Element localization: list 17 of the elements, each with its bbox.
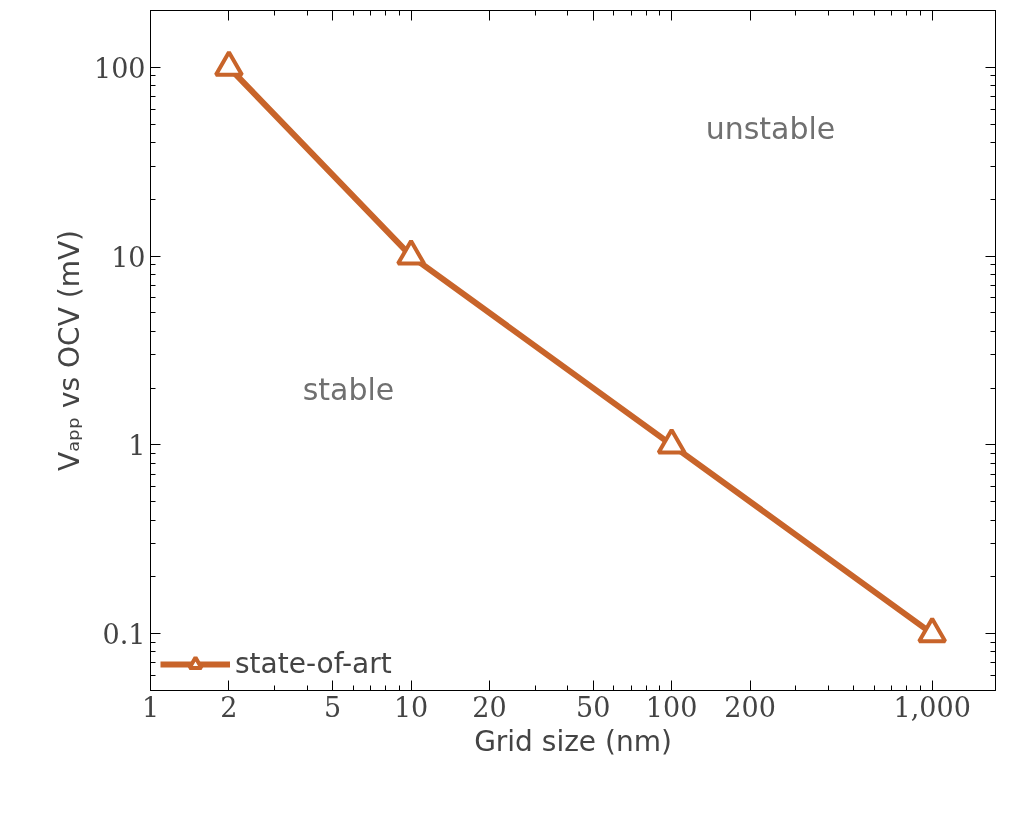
x-tick-label: 20 [472,691,507,723]
legend-label: state-of-art [235,647,392,680]
y-tick-label: 100 [93,52,146,84]
y-tick-label: 0.1 [102,619,146,651]
y-tick-label: 1 [128,430,146,462]
annotation: unstable [705,111,836,146]
x-tick-label: 1,000 [893,691,971,723]
x-tick-label: 5 [324,691,342,723]
x-axis-title: Grid size (nm) [474,724,672,758]
x-tick-label: 100 [645,691,698,723]
x-tick-label: 50 [576,691,611,723]
x-tick-label: 10 [393,691,429,723]
x-tick-label: 2 [220,691,238,723]
x-tick-label: 200 [724,691,776,723]
y-axis-title: Vₐₚₚ vs OCV (mV) [52,230,86,471]
annotation: stable [302,372,395,407]
y-tick-label: 10 [111,241,146,273]
